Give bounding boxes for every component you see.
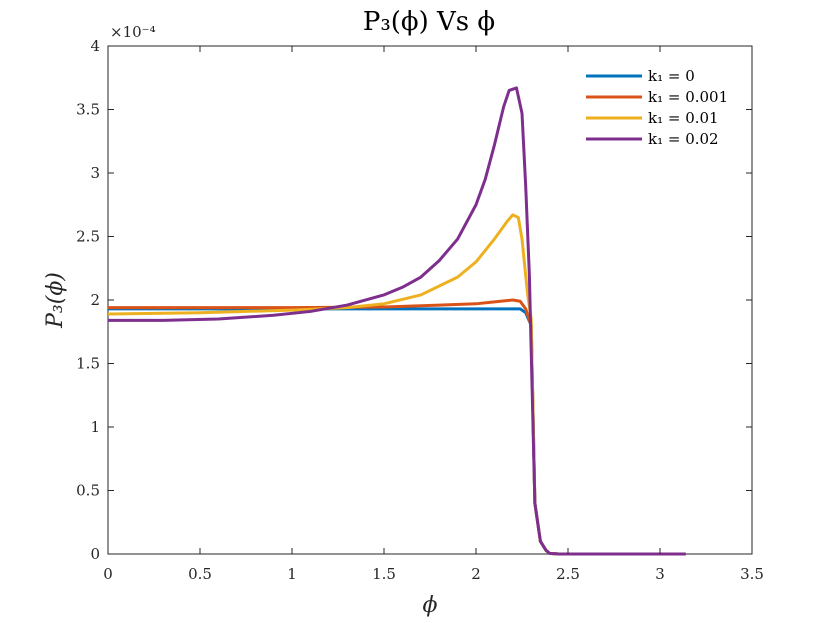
legend-label-4: k₁ = 0.02 xyxy=(648,130,719,148)
x-tick-label: 1.5 xyxy=(372,565,396,583)
y-tick-label: 2.5 xyxy=(76,228,100,246)
x-axis-ticks: 0 0.5 1 1.5 2 2.5 3 3.5 xyxy=(103,46,764,583)
x-tick-label: 0 xyxy=(103,565,113,583)
y-tick-label: 0 xyxy=(90,545,100,563)
x-tick-label: 2.5 xyxy=(556,565,580,583)
x-tick-label: 3.5 xyxy=(740,565,764,583)
y-axis-exponent-label: ×10⁻⁴ xyxy=(110,23,156,41)
legend: k₁ = 0 k₁ = 0.001 k₁ = 0.01 k₁ = 0.02 xyxy=(578,62,740,152)
y-tick-label: 3 xyxy=(90,164,100,182)
legend-label-1: k₁ = 0 xyxy=(648,67,695,85)
y-tick-label: 2 xyxy=(90,291,100,309)
y-axis-label: P₃(ϕ) xyxy=(43,272,68,329)
legend-label-2: k₁ = 0.001 xyxy=(648,88,728,106)
y-tick-label: 1.5 xyxy=(76,355,100,373)
x-tick-label: 1 xyxy=(287,565,297,583)
chart-title: P₃(ϕ) Vs ϕ xyxy=(363,7,495,37)
y-tick-label: 4 xyxy=(90,37,100,55)
x-tick-label: 2 xyxy=(471,565,481,583)
series-layer xyxy=(107,86,686,556)
legend-label-3: k₁ = 0.01 xyxy=(648,109,719,127)
x-tick-label: 3 xyxy=(655,565,665,583)
x-axis-label: ϕ xyxy=(423,593,438,618)
y-tick-label: 3.5 xyxy=(76,101,100,119)
y-tick-label: 0.5 xyxy=(76,482,100,500)
y-axis-ticks: 0 0.5 1 1.5 2 2.5 3 3.5 4 xyxy=(76,37,752,563)
y-tick-label: 1 xyxy=(90,418,100,436)
x-tick-label: 0.5 xyxy=(188,565,212,583)
series-line-4 xyxy=(108,86,686,556)
